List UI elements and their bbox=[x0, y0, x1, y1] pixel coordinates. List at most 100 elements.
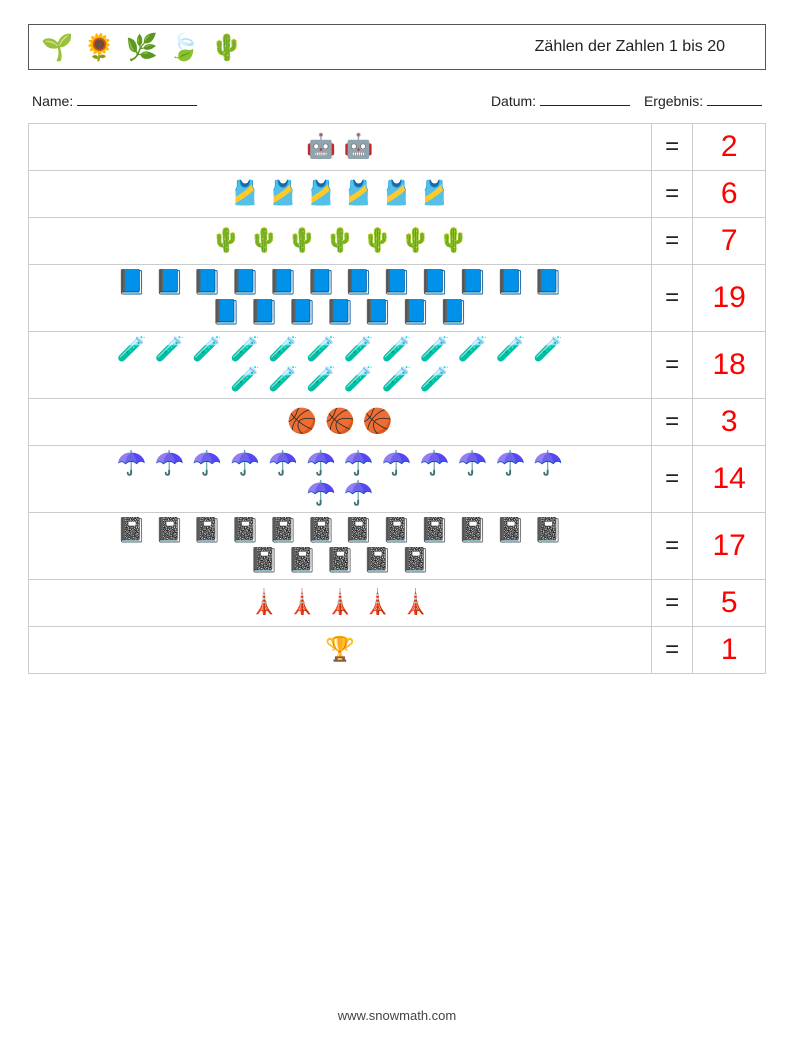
count-icon: 🧪 bbox=[344, 368, 374, 392]
count-icon: 📓 bbox=[325, 549, 355, 573]
result-label: Ergebnis: bbox=[644, 93, 703, 109]
equals-cell: = bbox=[651, 124, 693, 171]
count-icon: 📓 bbox=[363, 549, 393, 573]
count-icon: 📘 bbox=[420, 271, 450, 295]
count-icon: 📘 bbox=[439, 301, 469, 325]
equals-cell: = bbox=[651, 446, 693, 513]
count-icon: 📘 bbox=[363, 301, 393, 325]
table-row: 🧪🧪🧪🧪🧪🧪🧪🧪🧪🧪🧪🧪🧪🧪🧪🧪🧪🧪=18 bbox=[29, 332, 766, 399]
table-row: 📘📘📘📘📘📘📘📘📘📘📘📘📘📘📘📘📘📘📘=19 bbox=[29, 265, 766, 332]
count-icon: 📘 bbox=[211, 301, 241, 325]
count-icon: 📓 bbox=[268, 519, 298, 543]
count-icon: ☂️ bbox=[344, 452, 374, 476]
count-icon: 🗼 bbox=[249, 591, 279, 615]
icons-cell: 🤖🤖 bbox=[29, 124, 652, 171]
count-icon: 🧪 bbox=[268, 368, 298, 392]
count-icon: 📘 bbox=[154, 271, 184, 295]
table-row: 🗼🗼🗼🗼🗼=5 bbox=[29, 580, 766, 627]
header-plant-icon: 🌵 bbox=[211, 34, 243, 60]
answer-cell: 3 bbox=[693, 399, 766, 446]
worksheet-page: 🌱🌻🌿🍃🌵 Zählen der Zahlen 1 bis 20 Name: D… bbox=[0, 0, 794, 1053]
count-icon: 🏀 bbox=[287, 410, 317, 434]
count-icon: ☂️ bbox=[420, 452, 450, 476]
count-icon: 🏀 bbox=[325, 410, 355, 434]
count-icon: 📘 bbox=[495, 271, 525, 295]
count-icon: ☂️ bbox=[306, 482, 336, 506]
table-row: 🏀🏀🏀=3 bbox=[29, 399, 766, 446]
answer-cell: 14 bbox=[693, 446, 766, 513]
count-icon: 🧪 bbox=[192, 338, 222, 362]
count-icon: 🌵 bbox=[249, 229, 279, 253]
count-icon: 🌵 bbox=[211, 229, 241, 253]
count-icon: 🎽 bbox=[420, 182, 450, 206]
count-icon: 📘 bbox=[344, 271, 374, 295]
count-icon: 🌵 bbox=[287, 229, 317, 253]
count-icon: 📘 bbox=[249, 301, 279, 325]
icons-cell: ☂️☂️☂️☂️☂️☂️☂️☂️☂️☂️☂️☂️☂️☂️ bbox=[29, 446, 652, 513]
count-icon: 📓 bbox=[533, 519, 563, 543]
table-row: 🎽🎽🎽🎽🎽🎽=6 bbox=[29, 171, 766, 218]
count-icon: 🧪 bbox=[420, 338, 450, 362]
count-icon: ☂️ bbox=[495, 452, 525, 476]
count-icon: 📓 bbox=[401, 549, 431, 573]
table-row: 📓📓📓📓📓📓📓📓📓📓📓📓📓📓📓📓📓=17 bbox=[29, 513, 766, 580]
header-plant-icon: 🌿 bbox=[126, 34, 158, 60]
count-icon: 🤖 bbox=[306, 135, 336, 159]
count-icon: 🎽 bbox=[344, 182, 374, 206]
count-icon: ☂️ bbox=[344, 482, 374, 506]
count-icon: 🗼 bbox=[287, 591, 317, 615]
icons-cell: 🏆 bbox=[29, 627, 652, 674]
count-icon: 🌵 bbox=[325, 229, 355, 253]
worksheet-title: Zählen der Zahlen 1 bis 20 bbox=[535, 38, 753, 56]
count-icon: 🧪 bbox=[382, 338, 412, 362]
icons-cell: 📓📓📓📓📓📓📓📓📓📓📓📓📓📓📓📓📓 bbox=[29, 513, 652, 580]
count-icon: 📓 bbox=[154, 519, 184, 543]
count-icon: 📓 bbox=[287, 549, 317, 573]
icons-cell: 🧪🧪🧪🧪🧪🧪🧪🧪🧪🧪🧪🧪🧪🧪🧪🧪🧪🧪 bbox=[29, 332, 652, 399]
equals-cell: = bbox=[651, 627, 693, 674]
count-icon: ☂️ bbox=[382, 452, 412, 476]
count-icon: 📘 bbox=[117, 271, 147, 295]
count-icon: 📘 bbox=[230, 271, 260, 295]
equals-cell: = bbox=[651, 513, 693, 580]
count-icon: 📘 bbox=[382, 271, 412, 295]
equals-cell: = bbox=[651, 399, 693, 446]
count-icon: 📓 bbox=[458, 519, 488, 543]
answer-cell: 19 bbox=[693, 265, 766, 332]
answer-cell: 5 bbox=[693, 580, 766, 627]
count-icon: 🧪 bbox=[306, 368, 336, 392]
answer-cell: 7 bbox=[693, 218, 766, 265]
count-icon: 🎽 bbox=[268, 182, 298, 206]
count-icon: 🧪 bbox=[230, 368, 260, 392]
result-blank[interactable] bbox=[707, 92, 762, 106]
answer-cell: 2 bbox=[693, 124, 766, 171]
count-icon: 🗼 bbox=[401, 591, 431, 615]
count-icon: 🌵 bbox=[401, 229, 431, 253]
answer-cell: 1 bbox=[693, 627, 766, 674]
count-icon: 🧪 bbox=[344, 338, 374, 362]
count-icon: 📘 bbox=[306, 271, 336, 295]
date-blank[interactable] bbox=[540, 92, 630, 106]
icons-cell: 🗼🗼🗼🗼🗼 bbox=[29, 580, 652, 627]
count-icon: ☂️ bbox=[458, 452, 488, 476]
date-label: Datum: bbox=[491, 93, 536, 109]
count-icon: 🧪 bbox=[306, 338, 336, 362]
equals-cell: = bbox=[651, 218, 693, 265]
meta-row: Name: Datum: Ergebnis: bbox=[32, 92, 762, 109]
count-icon: 🧪 bbox=[495, 338, 525, 362]
count-icon: ☂️ bbox=[230, 452, 260, 476]
icons-cell: 🌵🌵🌵🌵🌵🌵🌵 bbox=[29, 218, 652, 265]
table-row: 🏆=1 bbox=[29, 627, 766, 674]
name-blank[interactable] bbox=[77, 92, 197, 106]
count-icon: 📘 bbox=[458, 271, 488, 295]
table-row: 🌵🌵🌵🌵🌵🌵🌵=7 bbox=[29, 218, 766, 265]
header-box: 🌱🌻🌿🍃🌵 Zählen der Zahlen 1 bis 20 bbox=[28, 24, 766, 70]
count-icon: 📘 bbox=[533, 271, 563, 295]
count-icon: ☂️ bbox=[192, 452, 222, 476]
footer-url: www.snowmath.com bbox=[338, 1008, 456, 1023]
count-icon: 🧪 bbox=[458, 338, 488, 362]
count-icon: 🌵 bbox=[439, 229, 469, 253]
count-icon: 📓 bbox=[192, 519, 222, 543]
count-icon: 🎽 bbox=[382, 182, 412, 206]
count-icon: ☂️ bbox=[268, 452, 298, 476]
